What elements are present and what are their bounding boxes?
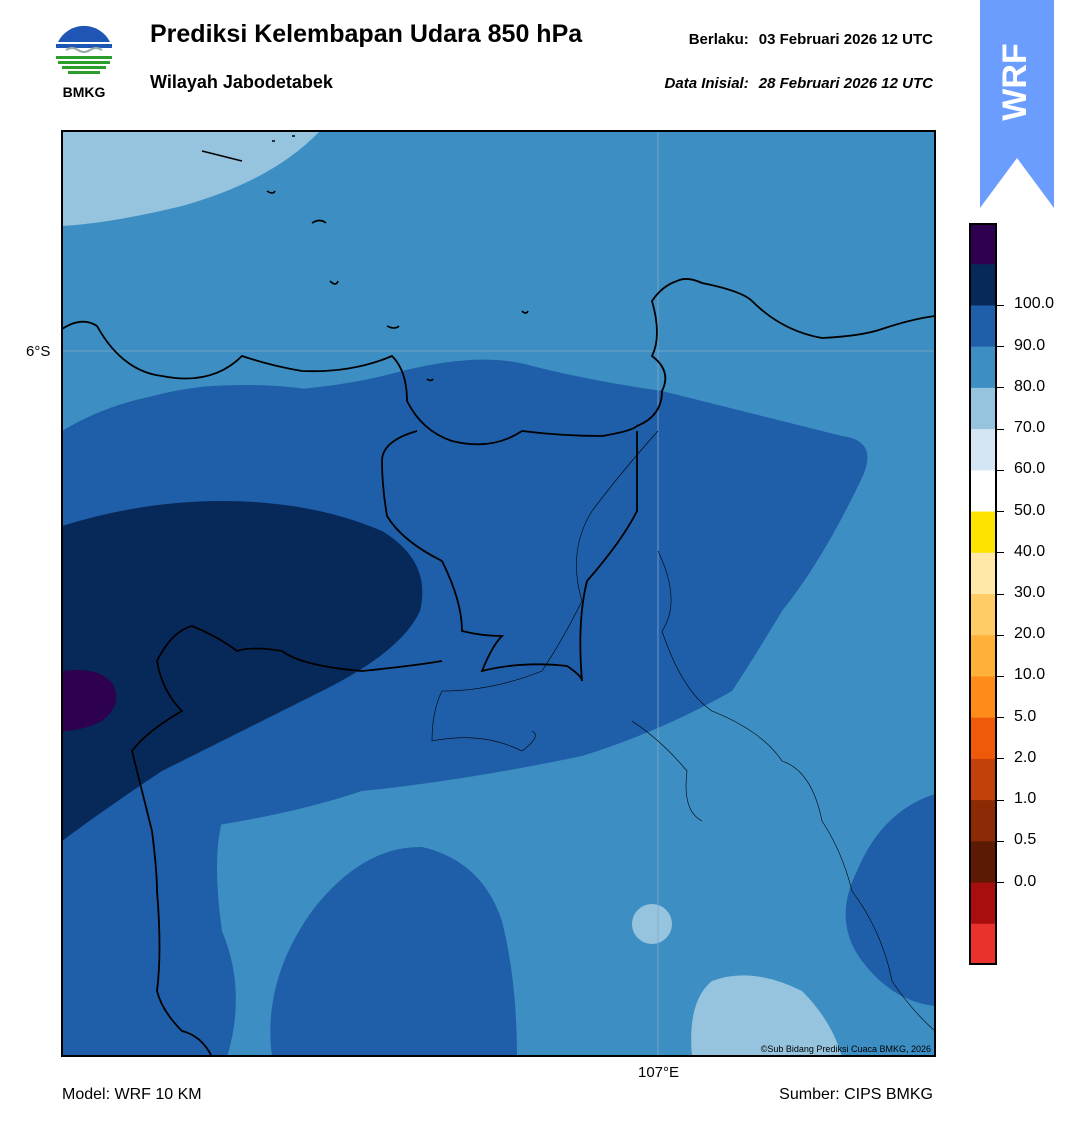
colorbar-segment [969,470,997,513]
colorbar-label: 2.0 [1014,748,1037,766]
colorbar-segment [969,800,997,842]
humidity-60-70-spot [632,904,672,944]
valid-label: Berlaku: [688,31,749,48]
wrf-badge-text: WRF [996,43,1034,120]
colorbar-label: 60.0 [1014,460,1046,478]
colorbar-tick [997,304,1004,306]
colorbar-segment [969,635,997,677]
lon-tick-label: 107°E [638,1064,680,1081]
colorbar-segment [969,511,997,554]
colorbar-tick [997,469,1004,471]
colorbar-label: 5.0 [1014,707,1037,725]
copyright-text: ©Sub Bidang Prediksi Cuaca BMKG, 2026 [760,1044,931,1054]
humidity-80-90-area-se [845,794,935,1006]
humidity-60-70-area-nw [62,131,320,226]
colorbar-tick [997,882,1004,884]
thousand-islands [201,135,529,382]
coastline [62,278,935,446]
colorbar [969,223,997,965]
colorbar-segment [969,387,997,430]
humidity-80-90-area-south [270,846,517,1057]
colorbar-segment [969,676,997,719]
humidity-100-plus-spot [62,670,117,731]
colorbar-tick [997,840,1004,842]
colorbar-segment [969,758,997,801]
colorbar-segment [969,223,997,265]
colorbar-tick [997,387,1004,389]
colorbar-segment [969,264,997,306]
colorbar-label: 20.0 [1014,625,1046,643]
lat-tick-label: 6°S [26,343,51,360]
page-subtitle: Wilayah Jabodetabek [150,72,333,92]
page-title: Prediksi Kelembapan Udara 850 hPa [150,20,583,48]
init-label: Data Inisial: [664,75,749,92]
colorbar-segment [969,882,997,925]
colorbar-label: 100.0 [1014,295,1055,313]
colorbar-segment [969,305,997,348]
colorbar-label: 50.0 [1014,501,1046,519]
bmkg-logo: BMKG [54,20,114,100]
colorbar-label: 1.0 [1014,790,1037,808]
colorbar-tick [997,593,1004,595]
colorbar-label: 0.5 [1014,831,1037,849]
colorbar-label: 70.0 [1014,419,1046,437]
province-border-west [131,625,443,1057]
colorbar-segment [969,594,997,636]
district-borders [431,430,935,1032]
humidity-90-100-area [62,501,423,841]
colorbar-tick [997,511,1004,513]
colorbar-segment [969,429,997,471]
humidity-60-70-area-se [691,975,842,1057]
colorbar-tick [997,758,1004,760]
colorbar-frame [969,223,997,965]
colorbar-segment [969,923,997,965]
wrf-badge-shape [980,0,1054,208]
colorbar-tick [997,346,1004,348]
colorbar-segment [969,717,997,760]
logo-text: BMKG [63,84,106,100]
colorbar-label: 40.0 [1014,542,1046,560]
valid-time: Berlaku: 03 Februari 2026 12 UTC [689,31,933,48]
colorbar-segment [969,346,997,389]
init-time: Data Inisial: 28 Februari 2026 12 UTC [665,75,933,92]
humidity-80-90-area-sw [62,821,236,1057]
model-label: Model: WRF 10 KM [62,1086,202,1103]
colorbar-tick [997,717,1004,719]
valid-value: 03 Februari 2026 12 UTC [758,31,933,48]
source-label: Sumber: CIPS BMKG [779,1086,933,1103]
colorbar-tick [997,428,1004,430]
colorbar-label: 0.0 [1014,872,1037,890]
colorbar-segment [969,841,997,884]
colorbar-segment [969,552,997,595]
colorbar-tick [997,675,1004,677]
colorbar-tick [997,799,1004,801]
colorbar-label: 90.0 [1014,336,1046,354]
wrf-badge: WRF [980,0,1054,208]
province-border-jakarta [381,430,583,682]
colorbar-tick [997,552,1004,554]
colorbar-label: 10.0 [1014,666,1046,684]
province-border-east [579,431,638,682]
colorbar-label: 30.0 [1014,584,1046,601]
colorbar-label: 80.0 [1014,377,1046,395]
humidity-map [62,131,935,1057]
colorbar-tick [997,634,1004,636]
init-value: 28 Februari 2026 12 UTC [758,75,933,92]
